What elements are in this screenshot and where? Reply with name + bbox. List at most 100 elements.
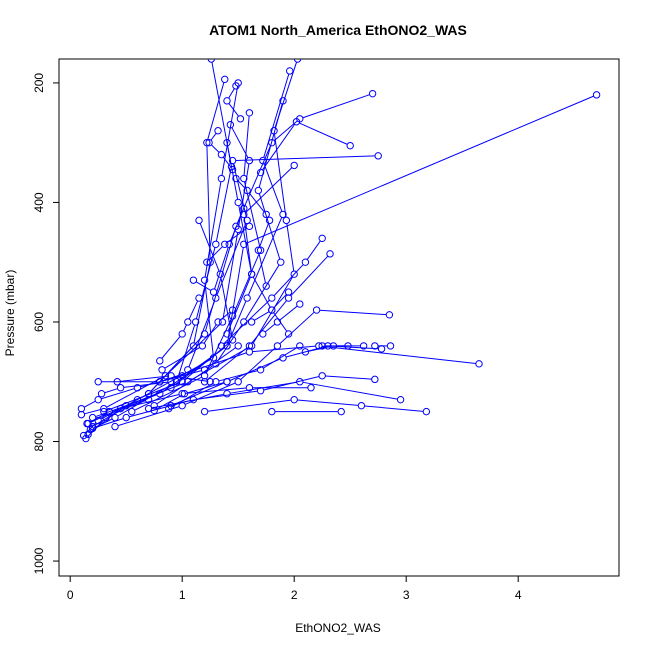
series-segment <box>106 376 163 408</box>
data-point <box>296 300 304 308</box>
series-segment <box>187 382 225 394</box>
data-point <box>396 395 405 404</box>
series-segment <box>227 247 244 343</box>
data-point <box>245 348 254 356</box>
series-segment <box>205 229 236 332</box>
series-segment <box>251 300 287 344</box>
series-segment <box>364 405 424 412</box>
data-point <box>268 306 276 314</box>
data-point <box>178 372 186 380</box>
data-point <box>178 330 186 338</box>
data-point <box>301 258 310 266</box>
data-point <box>217 150 226 159</box>
data-point <box>207 59 216 63</box>
series-segment <box>90 410 119 433</box>
y-tick-label: 800 <box>32 431 46 451</box>
series-22 <box>200 395 431 416</box>
series-segment <box>129 400 191 418</box>
y-axis-label: Pressure (mbar) <box>3 270 17 357</box>
data-point <box>236 115 245 123</box>
series-3 <box>77 121 254 419</box>
data-point <box>284 288 293 296</box>
data-point <box>189 276 198 284</box>
data-point <box>212 240 220 248</box>
series-segment <box>273 312 288 332</box>
data-point <box>240 204 248 213</box>
y-tick-label: 200 <box>32 73 46 93</box>
series-segment <box>238 205 252 272</box>
data-point <box>200 378 209 386</box>
series-segment <box>95 418 124 428</box>
data-point <box>245 384 254 392</box>
series-layer <box>77 59 601 443</box>
series-segment <box>264 323 276 333</box>
series-45 <box>223 82 245 123</box>
data-point <box>214 127 222 135</box>
series-segment <box>273 294 287 309</box>
series-segment <box>223 299 270 345</box>
series-segment <box>308 346 331 352</box>
data-point <box>279 97 287 105</box>
data-point <box>195 294 203 302</box>
data-point <box>256 168 265 177</box>
data-point <box>221 75 229 84</box>
series-segment <box>83 400 96 408</box>
data-point <box>116 404 125 413</box>
y-tick-label: 600 <box>32 312 46 332</box>
data-point <box>256 246 265 254</box>
series-segment <box>134 376 202 411</box>
series-segment <box>199 223 220 272</box>
data-point <box>318 372 326 380</box>
data-point <box>245 222 254 231</box>
data-point <box>228 156 237 165</box>
data-point <box>150 406 158 415</box>
data-point <box>422 407 431 416</box>
data-point <box>191 318 200 326</box>
series-segment <box>231 127 249 159</box>
series-segment <box>195 281 212 291</box>
data-point <box>180 390 189 398</box>
data-point <box>240 240 248 248</box>
data-point <box>256 366 265 374</box>
series-segment <box>222 156 232 168</box>
series-segment <box>204 181 222 278</box>
series-segment <box>89 412 107 423</box>
series-44 <box>205 127 237 174</box>
series-segment <box>207 399 292 412</box>
series-segment <box>330 345 379 350</box>
data-point <box>265 216 274 225</box>
series-32 <box>113 372 214 386</box>
data-point <box>385 311 394 319</box>
data-point <box>284 294 293 302</box>
series-segment <box>254 311 270 321</box>
series-segment <box>297 399 359 406</box>
data-point <box>200 276 209 284</box>
data-point <box>203 258 211 266</box>
data-point <box>200 366 209 374</box>
series-segment <box>279 305 298 321</box>
data-point <box>128 407 136 416</box>
series-38 <box>189 204 248 296</box>
x-axis-label: EthONO2_WAS <box>295 621 381 635</box>
data-point <box>371 342 379 350</box>
data-point <box>247 318 256 326</box>
series-segment <box>220 311 231 321</box>
series-segment <box>164 347 200 369</box>
series-segment <box>156 394 182 410</box>
chart-title: ATOM1 North_America EthONO2_WAS <box>209 22 467 38</box>
series-segment <box>252 345 316 353</box>
data-point <box>77 410 86 419</box>
data-point <box>386 342 395 350</box>
data-point <box>277 258 285 266</box>
series-segment <box>273 133 287 218</box>
data-point <box>184 318 192 326</box>
series-14 <box>223 161 298 338</box>
data-point <box>122 413 130 422</box>
series-34 <box>97 378 175 398</box>
data-point <box>203 138 211 147</box>
data-point <box>228 165 237 174</box>
series-segment <box>211 144 220 153</box>
series-segment <box>299 122 348 145</box>
data-point <box>318 234 326 243</box>
